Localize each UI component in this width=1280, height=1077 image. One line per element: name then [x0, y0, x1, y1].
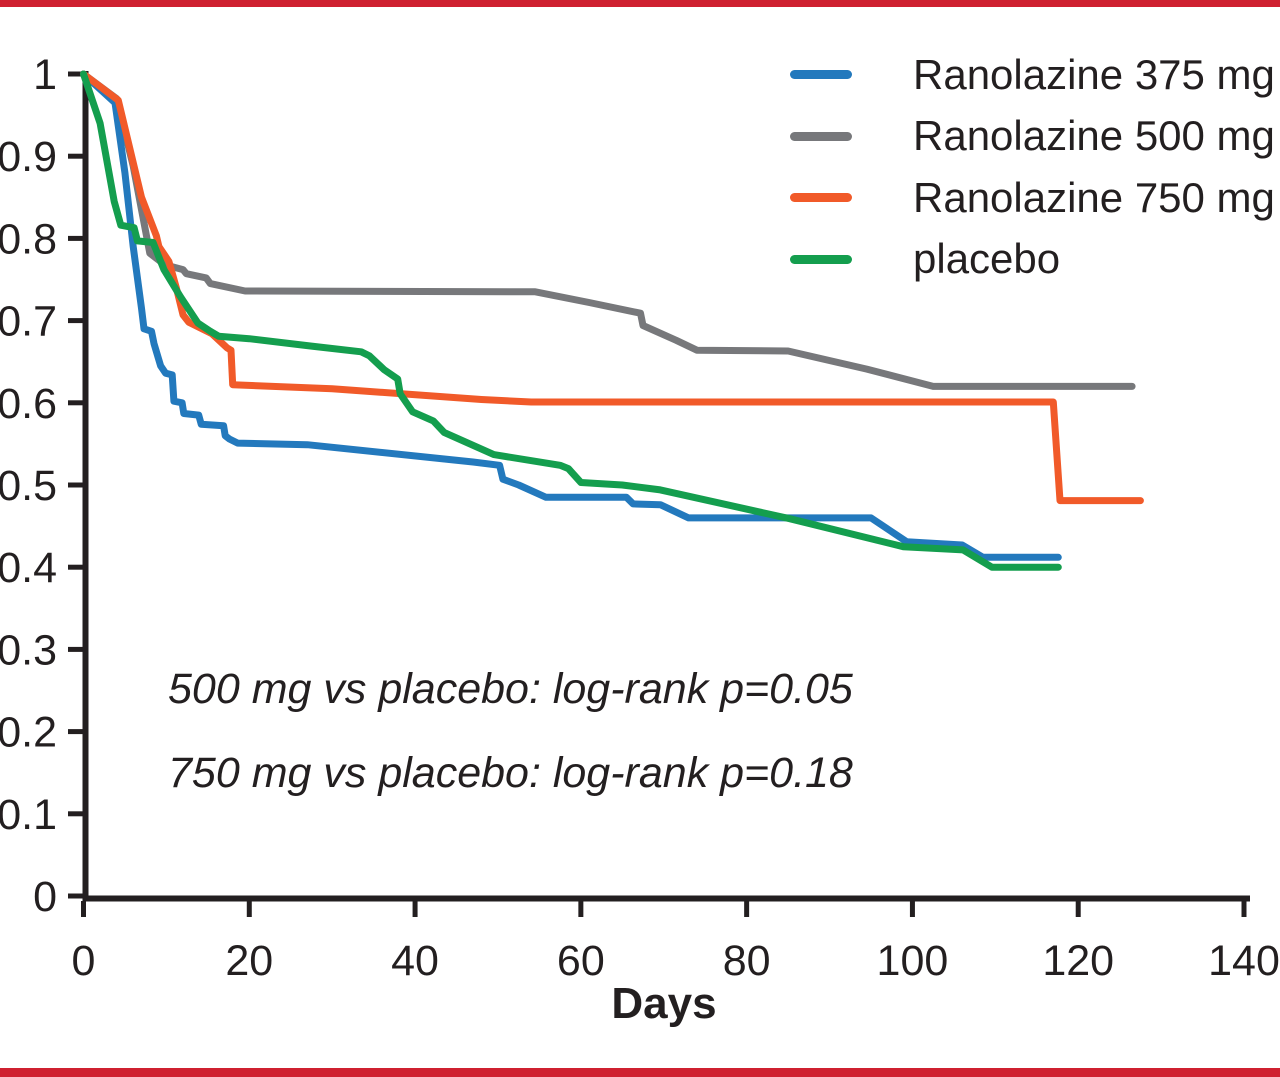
legend-item-ranolazine-750: Ranolazine 750 mg [790, 167, 1275, 229]
legend-item-placebo: placebo [790, 229, 1275, 291]
y-tick-label: 0.4 [0, 544, 57, 592]
top-red-rule [0, 0, 1280, 7]
legend-item-ranolazine-500: Ranolazine 500 mg [790, 106, 1275, 168]
series-line-placebo [80, 70, 1062, 571]
legend: Ranolazine 375 mg Ranolazine 500 mg Rano… [790, 44, 1275, 290]
x-tick-label: 40 [391, 937, 439, 985]
y-tick-label: 0.9 [0, 133, 57, 181]
y-tick-label: 0.5 [0, 462, 57, 510]
x-tick-label: 100 [877, 937, 949, 985]
legend-label-ranolazine-500: Ranolazine 500 mg [913, 112, 1275, 160]
legend-swatch-ranolazine-375 [790, 70, 852, 80]
annotation-logrank-500: 500 mg vs placebo: log-rank p=0.05 [168, 665, 853, 713]
annotation-logrank-750: 750 mg vs placebo: log-rank p=0.18 [168, 749, 853, 797]
y-tick-label: 0.3 [0, 626, 57, 674]
x-tick-label: 0 [72, 937, 96, 985]
legend-swatch-ranolazine-500 [790, 131, 852, 141]
legend-swatch-ranolazine-750 [790, 193, 852, 203]
x-tick-label: 60 [557, 937, 605, 985]
series-line-ranolazine-500-mg [80, 70, 1136, 390]
y-tick-label: 0.7 [0, 298, 57, 346]
y-tick-label: 0.2 [0, 709, 57, 757]
y-tick-label: 0.6 [0, 380, 57, 428]
y-tick-label: 0.1 [0, 791, 57, 839]
y-tick-label: 0 [33, 873, 57, 921]
x-tick-label: 120 [1042, 937, 1114, 985]
legend-item-ranolazine-375: Ranolazine 375 mg [790, 44, 1275, 106]
x-tick-label: 80 [723, 937, 771, 985]
y-tick-label: 1 [33, 51, 57, 99]
series-line-ranolazine-375-mg [80, 70, 1062, 561]
legend-label-ranolazine-750: Ranolazine 750 mg [913, 173, 1275, 221]
y-tick-label: 0.8 [0, 215, 57, 263]
bottom-red-rule [0, 1068, 1280, 1077]
legend-label-placebo: placebo [913, 235, 1061, 283]
x-axis-title: Days [611, 979, 717, 1028]
x-tick-label: 140 [1208, 937, 1280, 985]
x-tick-label: 20 [225, 937, 273, 985]
legend-swatch-placebo [790, 254, 852, 264]
legend-label-ranolazine-375: Ranolazine 375 mg [913, 50, 1275, 98]
